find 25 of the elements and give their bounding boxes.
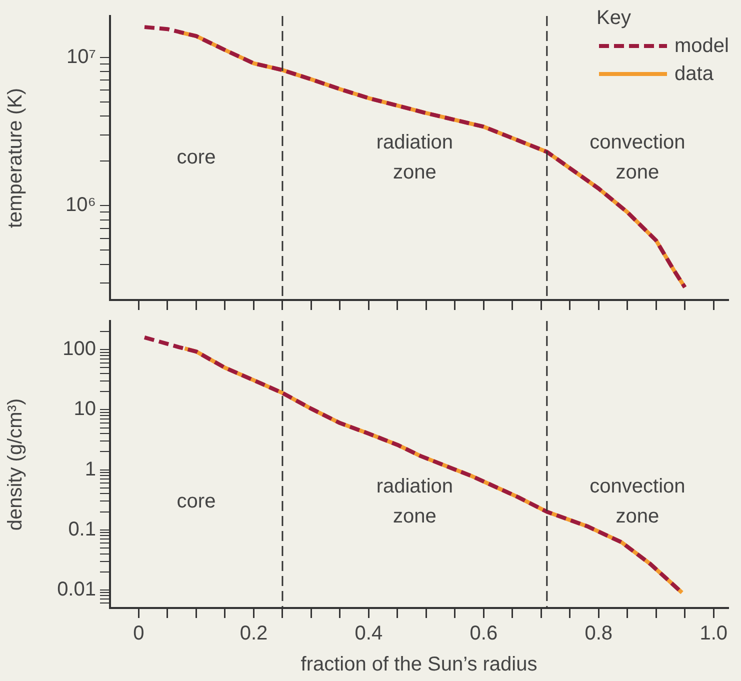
x-tick-label: 0.4 <box>354 622 383 645</box>
x-tick-label: 0.6 <box>470 622 498 645</box>
y-tick-label: 0.1 <box>68 518 96 540</box>
y-tick-label: 0.01 <box>57 578 96 600</box>
y-tick-label: 10⁶ <box>66 194 96 216</box>
x-axis-title: fraction of the Sun’s radius <box>300 654 538 676</box>
annotation: core <box>176 490 216 512</box>
legend-title: Key <box>596 6 632 31</box>
legend-label: data <box>674 62 714 87</box>
x-tick-label: 1.0 <box>700 622 728 645</box>
y-tick-label: 100 <box>62 338 96 360</box>
annotation: radiation zone <box>376 132 454 184</box>
annotation: core <box>176 146 216 169</box>
y-axis-title: temperature (K) <box>4 88 27 228</box>
y-tick-label: 1 <box>84 458 96 480</box>
annotation: convection zone <box>590 475 686 528</box>
y-axis-title: density (g/cm³) <box>4 398 27 531</box>
x-tick-label: 0 <box>133 622 144 645</box>
x-tick-label: 0.8 <box>584 622 613 645</box>
annotation: convection zone <box>590 132 686 184</box>
y-tick-label: 10⁷ <box>66 46 96 68</box>
y-tick-label: 10 <box>74 398 96 420</box>
legend-label: model <box>674 34 729 59</box>
x-tick-label: 0.2 <box>240 622 268 645</box>
annotation: radiation zone <box>376 475 454 528</box>
